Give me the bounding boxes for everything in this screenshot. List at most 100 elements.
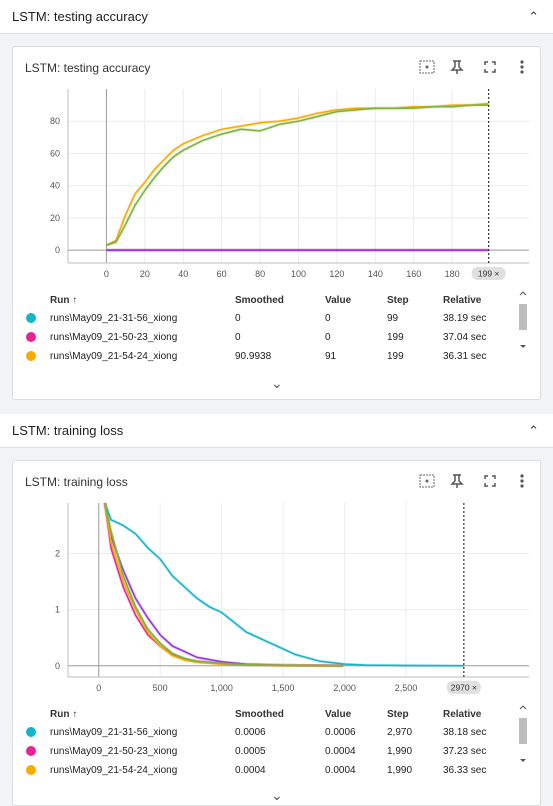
chart-card-loss: LSTM: training loss 0 500 1,000 1,500 2,000 2… <box>12 460 541 806</box>
col-smoothed: Smoothed <box>235 708 284 720</box>
x-tick-label: 140 <box>368 269 383 279</box>
loss-chart[interactable]: 0 500 1,000 1,500 2,000 2,500 0 1 2 2970 × <box>13 499 541 699</box>
y-tick-label: 1 <box>55 605 60 615</box>
table-header: Run ↑ Smoothed Value Step Relative <box>13 704 513 724</box>
chevron-down-icon[interactable]: ⌄ <box>271 787 283 803</box>
run-name: runs\May09_21-54-24_xiong <box>50 764 178 776</box>
step: 1,990 <box>387 764 413 776</box>
more-vert-icon[interactable] <box>510 469 534 493</box>
x-tick-label: 1,500 <box>272 683 295 693</box>
run-name: runs\May09_21-50-23_xiong <box>50 331 178 343</box>
value: 91 <box>325 350 337 362</box>
table-row[interactable]: runs\May09_21-50-23_xiong 0.0005 0.0004 … <box>13 741 513 761</box>
run-name: runs\May09_21-50-23_xiong <box>50 745 178 757</box>
step: 199 <box>387 331 404 343</box>
step-marker-label: 199 × <box>478 269 500 279</box>
col-relative: Relative <box>443 708 482 720</box>
y-tick-label: 0 <box>55 245 60 255</box>
series-line <box>106 104 489 247</box>
relative: 36.31 sec <box>443 350 487 362</box>
chevron-up-icon[interactable]: ⌃ <box>528 423 539 438</box>
run-name: runs\May09_21-54-24_xiong <box>50 350 178 362</box>
step: 1,990 <box>387 745 413 757</box>
smoothed-value: 0.0005 <box>235 745 266 757</box>
x-tick-label: 500 <box>153 683 168 693</box>
y-tick-label: 0 <box>55 661 60 671</box>
x-tick-label: 180 <box>445 269 460 279</box>
pin-icon[interactable] <box>445 469 469 493</box>
run-color-dot <box>26 727 36 737</box>
section-title: LSTM: training loss <box>12 423 124 438</box>
pin-icon[interactable] <box>445 55 469 79</box>
col-run[interactable]: Run ↑ <box>50 294 78 306</box>
more-vert-icon[interactable] <box>510 55 534 79</box>
x-tick-label: 40 <box>178 269 188 279</box>
x-tick-label: 0 <box>104 269 109 279</box>
run-name: runs\May09_21-31-56_xiong <box>50 726 178 738</box>
table-row[interactable]: runs\May09_21-54-24_xiong 0.0004 0.0004 … <box>13 760 513 780</box>
x-tick-label: 80 <box>255 269 265 279</box>
fit-domain-icon[interactable] <box>415 55 439 79</box>
x-tick-label: 100 <box>291 269 306 279</box>
fullscreen-icon[interactable] <box>478 469 502 493</box>
relative: 38.19 sec <box>443 312 487 324</box>
smoothed-value: 0.0004 <box>235 764 266 776</box>
table-row[interactable]: runs\May09_21-54-24_xiong 90.9938 91 199… <box>13 346 513 366</box>
series-line <box>104 502 344 667</box>
step-marker-badge <box>471 267 506 280</box>
x-tick-label: 160 <box>406 269 421 279</box>
run-color-dot <box>26 313 36 323</box>
x-tick-label: 2,500 <box>395 683 418 693</box>
table-row[interactable]: runs\May09_21-50-23_xiong 0 0 199 37.04 … <box>13 327 513 347</box>
col-value: Value <box>325 294 352 306</box>
chevron-down-icon[interactable]: ⌄ <box>271 375 283 391</box>
card-title: LSTM: testing accuracy <box>25 61 151 75</box>
col-value: Value <box>325 708 352 720</box>
series-line-raw <box>103 502 344 668</box>
series-line-raw <box>103 502 344 668</box>
section-header-accuracy[interactable]: LSTM: testing accuracy ⌃ <box>0 0 553 34</box>
value: 0 <box>325 331 331 343</box>
y-tick-label: 2 <box>55 549 60 559</box>
value: 0.0004 <box>325 764 356 776</box>
x-tick-label: 20 <box>140 269 150 279</box>
value: 0.0004 <box>325 745 356 757</box>
smoothed-value: 0 <box>235 312 241 324</box>
series-line-raw <box>103 502 344 668</box>
smoothed-value: 90.9938 <box>235 350 272 362</box>
fit-domain-icon[interactable] <box>415 469 439 493</box>
table-row[interactable]: runs\May09_21-31-56_xiong 0 0 99 38.19 s… <box>13 308 513 328</box>
series-line <box>106 102 489 246</box>
series-line <box>104 502 464 667</box>
table-row[interactable]: runs\May09_21-31-56_xiong 0.0006 0.0006 … <box>13 722 513 742</box>
value: 0.0006 <box>325 726 356 738</box>
table-scrollbar[interactable] <box>518 704 528 782</box>
relative: 36.33 sec <box>443 764 487 776</box>
col-run[interactable]: Run ↑ <box>50 708 78 720</box>
relative: 37.23 sec <box>443 745 487 757</box>
table-header: Run ↑ Smoothed Value Step Relative <box>13 290 513 310</box>
x-tick-label: 60 <box>217 269 227 279</box>
run-color-dot <box>26 765 36 775</box>
x-tick-label: 120 <box>329 269 344 279</box>
value: 0 <box>325 312 331 324</box>
table-scrollbar[interactable] <box>518 290 528 368</box>
smoothed-value: 0.0006 <box>235 726 266 738</box>
run-color-dot <box>26 746 36 756</box>
col-step: Step <box>387 294 409 306</box>
step: 199 <box>387 350 404 362</box>
series-line-raw <box>103 502 344 668</box>
fullscreen-icon[interactable] <box>478 55 502 79</box>
x-tick-label: 1,000 <box>210 683 233 693</box>
run-name: runs\May09_21-31-56_xiong <box>50 312 178 324</box>
step-marker-label: 2970 × <box>451 683 477 693</box>
col-smoothed: Smoothed <box>235 294 284 306</box>
accuracy-chart[interactable]: 0 20 40 60 80 100 120 140 160 180 0 20 40 60 80 199 × <box>13 85 541 285</box>
chevron-up-icon[interactable]: ⌃ <box>528 9 539 24</box>
series-line <box>104 502 344 667</box>
x-tick-label: 0 <box>96 683 101 693</box>
col-step: Step <box>387 708 409 720</box>
y-tick-label: 60 <box>50 148 60 158</box>
run-color-dot <box>26 332 36 342</box>
section-header-loss[interactable]: LSTM: training loss ⌃ <box>0 414 553 448</box>
